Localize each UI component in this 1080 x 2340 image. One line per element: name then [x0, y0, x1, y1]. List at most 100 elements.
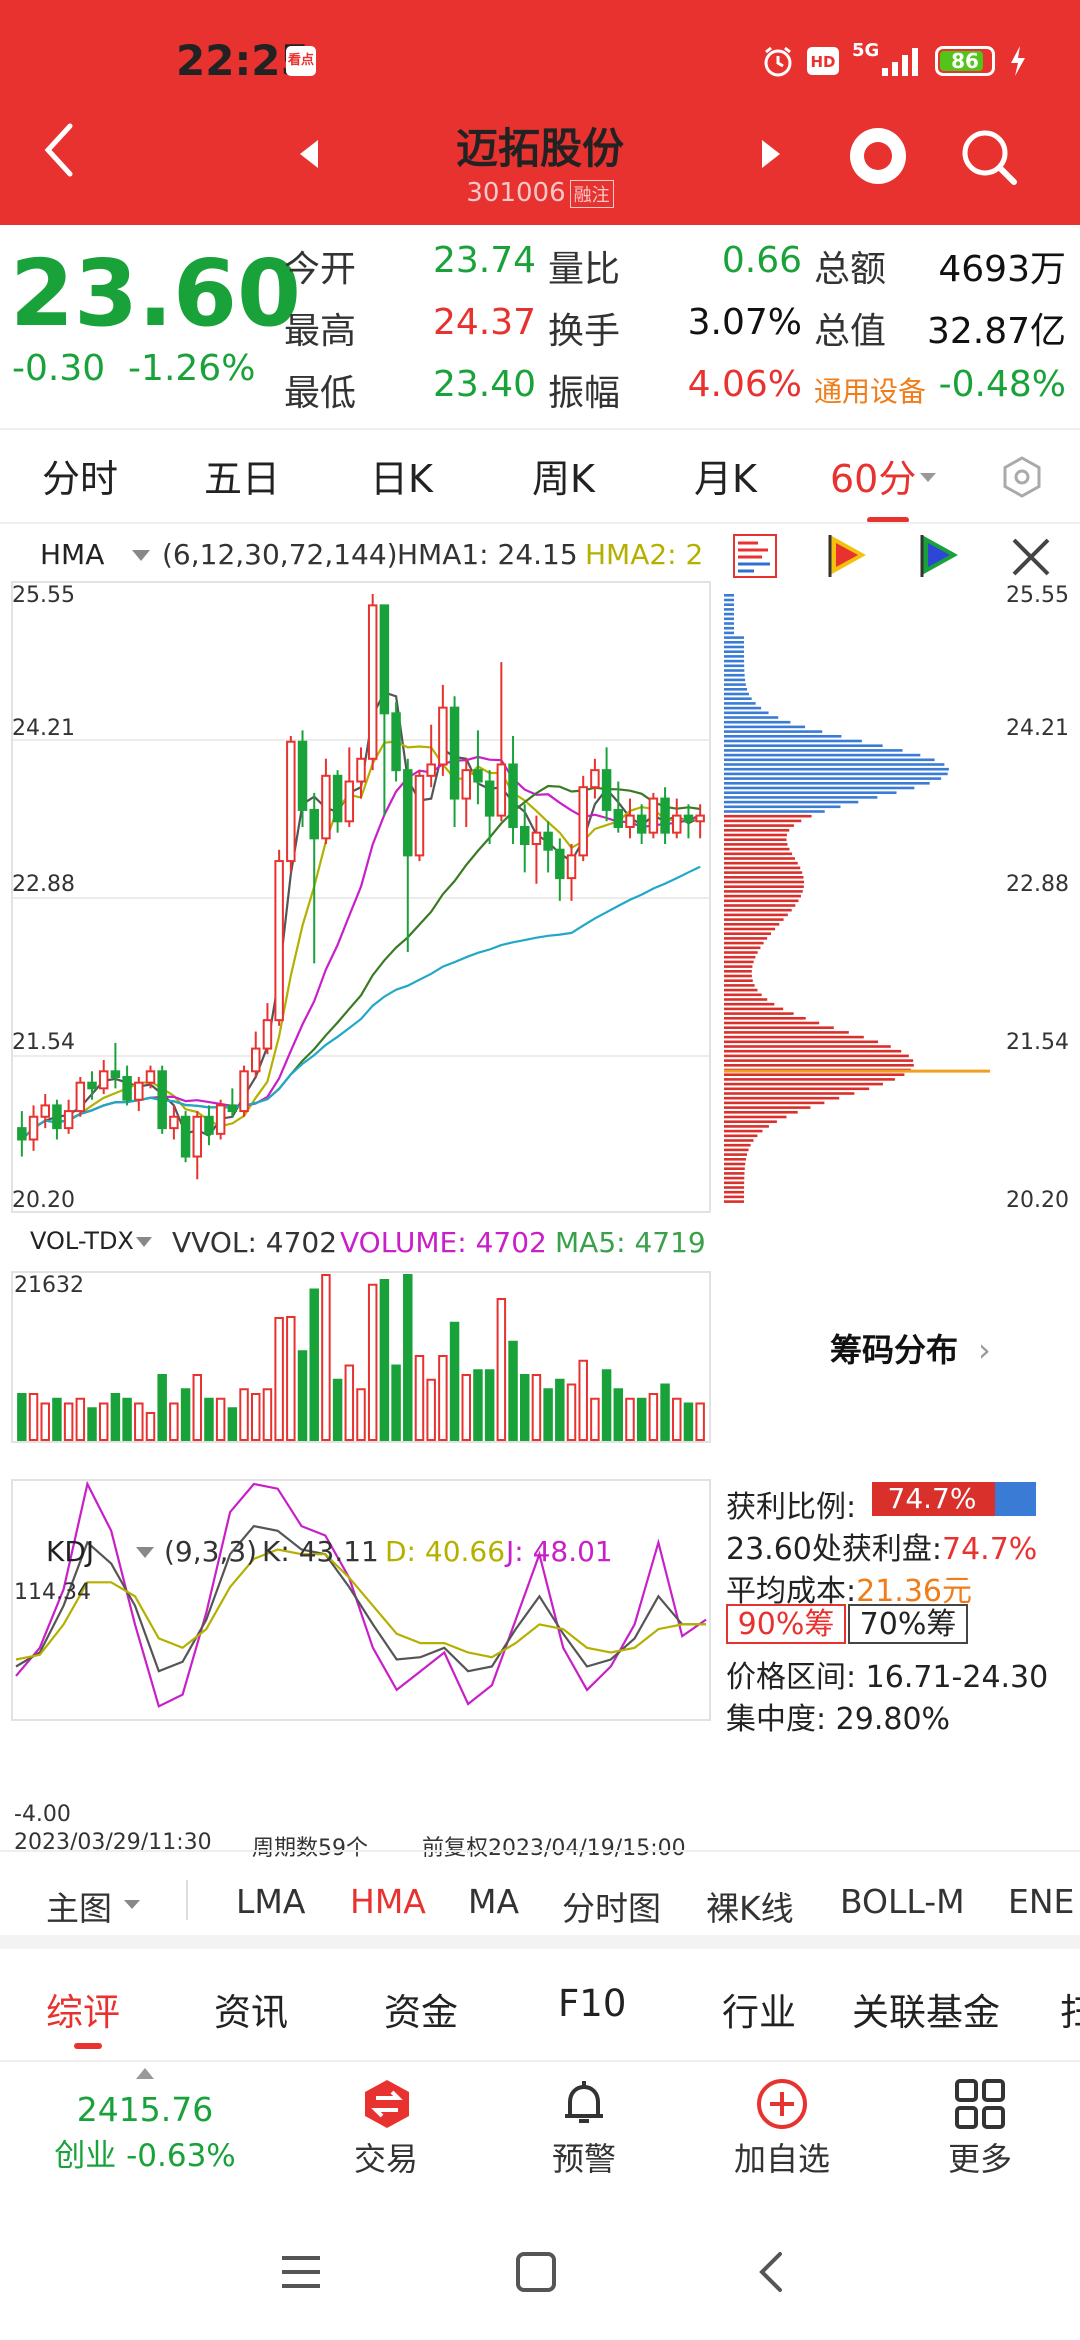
main-chart-tab-2[interactable]: HMA: [350, 1882, 426, 1921]
chip-bar: [724, 777, 942, 780]
chip-bar: [724, 829, 790, 832]
volume-bar: [63, 1402, 74, 1441]
main-chart-tab-4[interactable]: 分时图: [562, 1889, 661, 1928]
nav-more[interactable]: 更多: [947, 2140, 1012, 2178]
chip-bar: [724, 965, 753, 968]
chip-bar: [724, 1064, 914, 1067]
tab-period-1[interactable]: 五日: [204, 457, 281, 501]
chip-bar: [724, 960, 754, 964]
candle: [461, 758, 471, 827]
chip-bar: [724, 702, 756, 705]
nav-alert[interactable]: 预警: [551, 2140, 616, 2178]
search-icon[interactable]: [958, 126, 1020, 192]
kline-chart[interactable]: [0, 580, 1080, 1860]
candle: [192, 1111, 203, 1180]
battery-icon: 86: [935, 46, 995, 76]
back-icon[interactable]: [40, 120, 80, 184]
chip-bar: [724, 659, 745, 663]
main-chart-dropdown-icon[interactable]: [124, 1900, 140, 1909]
chip-bar: [724, 1101, 825, 1105]
volume-bar: [672, 1397, 682, 1441]
main-chart-tab-3[interactable]: MA: [468, 1882, 520, 1921]
chip-bar: [724, 1035, 864, 1039]
chip-70-tab[interactable]: 70%筹: [848, 1604, 968, 1644]
candle: [87, 1071, 97, 1100]
tab-period-0[interactable]: 分时: [42, 457, 119, 501]
tab-period-4[interactable]: 月K: [694, 457, 757, 501]
candle: [566, 844, 577, 901]
chip-bar: [724, 847, 790, 851]
next-stock-icon[interactable]: [762, 140, 780, 168]
price-axis-right-2: 22.88: [1006, 872, 1069, 897]
vol-dropdown-icon[interactable]: [136, 1237, 152, 1247]
flag-red-icon[interactable]: [826, 533, 870, 583]
volume-bar: [660, 1383, 670, 1441]
volume-bar: [344, 1364, 355, 1441]
index-value[interactable]: 2415.76: [76, 2090, 214, 2129]
stock-code: 301006 融注: [0, 178, 1080, 208]
section-tab-2[interactable]: 资金: [384, 1991, 458, 2034]
bell-icon[interactable]: [556, 2076, 612, 2136]
volume-bar: [122, 1397, 132, 1441]
nav-trade[interactable]: 交易: [353, 2140, 418, 2178]
kdj-lines: [15, 1480, 707, 1708]
volume-bar: [555, 1378, 565, 1441]
chip-bar: [724, 1087, 870, 1091]
main-chart-tab-6[interactable]: BOLL-M: [840, 1882, 965, 1921]
vol-indicator-name[interactable]: VOL-TDX: [30, 1227, 134, 1255]
system-back-icon[interactable]: [756, 2250, 786, 2298]
tab-period-5[interactable]: 60分: [830, 457, 917, 501]
close-icon[interactable]: [1010, 536, 1052, 582]
home-icon[interactable]: [514, 2250, 558, 2298]
chip-bar: [724, 1129, 763, 1133]
index-arrow-icon: [136, 2068, 154, 2079]
trade-icon[interactable]: [362, 2078, 412, 2134]
candle: [543, 821, 553, 873]
settings-icon[interactable]: [1000, 455, 1044, 503]
add-watch-icon[interactable]: [754, 2076, 810, 2136]
main-chart-tab-7[interactable]: ENE: [1008, 1882, 1075, 1921]
quote-value-2-3: -0.48%: [938, 364, 1066, 405]
kdj-dropdown-icon[interactable]: [136, 1547, 154, 1558]
section-tab-6[interactable]: 扫: [1060, 1991, 1080, 2034]
candle: [321, 758, 331, 845]
main-indicator-name[interactable]: HMA: [40, 538, 105, 571]
section-tab-3[interactable]: F10: [558, 1982, 627, 2025]
tab-period-3[interactable]: 周K: [532, 457, 595, 501]
candle: [134, 1076, 144, 1112]
main-chart-tab-1[interactable]: LMA: [236, 1882, 306, 1921]
menu-icon[interactable]: [278, 2252, 324, 2296]
volume-bar: [227, 1407, 238, 1441]
candle: [695, 804, 705, 839]
section-tab-4[interactable]: 行业: [722, 1991, 796, 2034]
main-chart-tab-0[interactable]: 主图: [46, 1889, 112, 1928]
chip-bar: [724, 1181, 745, 1185]
tab-period-2[interactable]: 日K: [370, 457, 433, 501]
chip-distribution-link[interactable]: 筹码分布 ›: [830, 1331, 991, 1369]
chip-bar: [724, 1195, 745, 1199]
more-icon[interactable]: [952, 2076, 1008, 2136]
section-tab-1[interactable]: 资讯: [214, 1991, 288, 2034]
index-label[interactable]: 创业 -0.63%: [54, 2138, 236, 2174]
candle: [414, 770, 425, 862]
indicator-dropdown-icon[interactable]: [132, 550, 150, 561]
chip-bar: [724, 904, 796, 907]
assistant-icon[interactable]: [850, 128, 906, 184]
chip-bar: [724, 1026, 834, 1029]
quote-value-0-2: 0.66: [721, 240, 802, 281]
period-dropdown-icon[interactable]: [920, 473, 936, 482]
quote-label-2-3: 通用设备: [814, 375, 927, 408]
flag-blue-icon[interactable]: [918, 533, 962, 583]
kdj-name[interactable]: KDJ: [46, 1535, 95, 1568]
chip-bar: [724, 603, 734, 606]
nav-add-watch[interactable]: 加自选: [733, 2140, 830, 2178]
chip-bar: [724, 720, 791, 724]
chip-bar: [724, 908, 792, 912]
prev-stock-icon[interactable]: [300, 140, 318, 168]
section-tab-5[interactable]: 关联基金: [852, 1991, 1000, 2034]
chip-90-tab[interactable]: 90%筹: [726, 1604, 846, 1644]
main-chart-tab-5[interactable]: 裸K线: [706, 1889, 794, 1928]
section-tab-0[interactable]: 综评: [46, 1991, 120, 2034]
chip-list-icon[interactable]: [732, 533, 778, 583]
quote-value-2-1: 23.40: [432, 364, 536, 405]
